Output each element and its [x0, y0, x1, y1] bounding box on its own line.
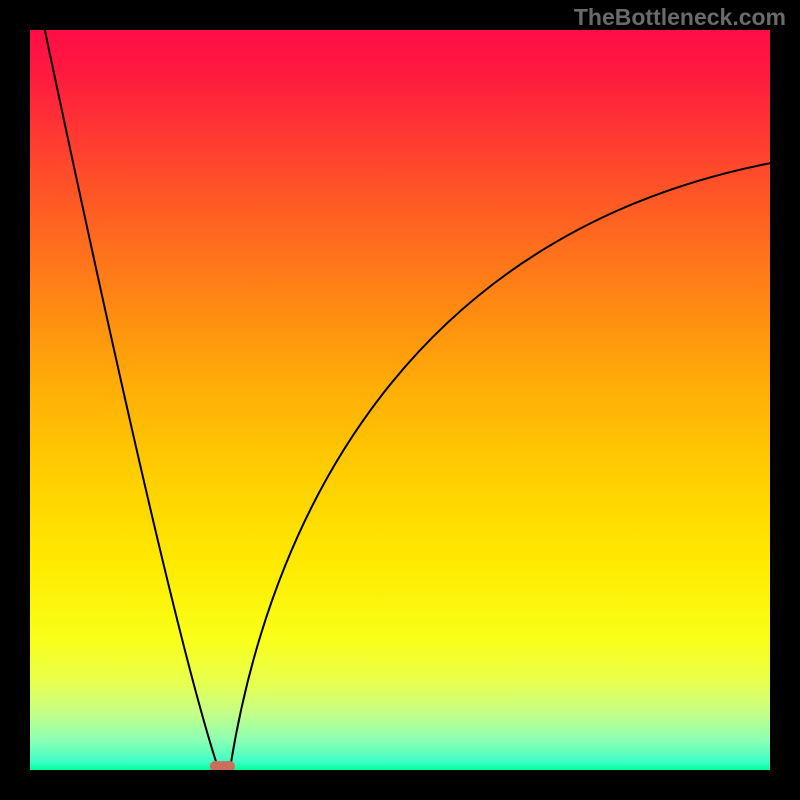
chart-container: TheBottleneck.com	[0, 0, 800, 800]
plot-background	[30, 30, 770, 770]
optimal-marker	[210, 761, 235, 771]
watermark-text: TheBottleneck.com	[574, 4, 786, 31]
bottleneck-chart	[0, 0, 800, 800]
